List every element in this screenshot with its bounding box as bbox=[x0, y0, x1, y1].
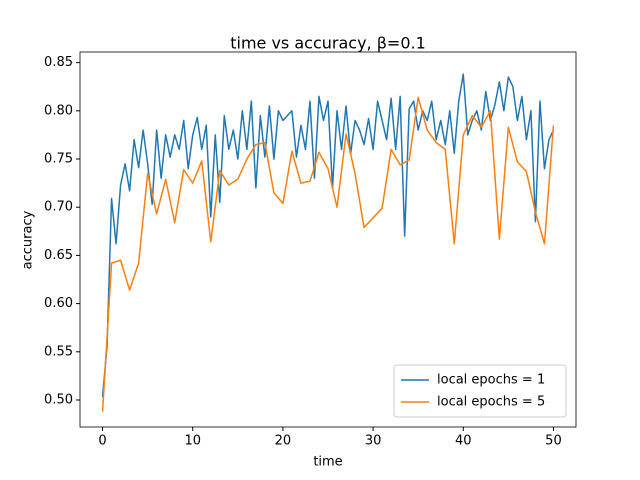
y-tick-label: 0.80 bbox=[44, 103, 73, 118]
y-tick-label: 0.85 bbox=[44, 55, 73, 70]
x-tick-label: 40 bbox=[455, 434, 472, 449]
legend-label: local epochs = 5 bbox=[437, 395, 545, 410]
y-tick-label: 0.50 bbox=[44, 393, 73, 408]
x-tick-label: 50 bbox=[545, 434, 562, 449]
x-tick-label: 20 bbox=[275, 434, 292, 449]
y-tick-label: 0.60 bbox=[44, 296, 73, 311]
legend-box bbox=[393, 364, 567, 418]
data-line bbox=[101, 96, 555, 412]
legend-label: local epochs = 1 bbox=[437, 373, 545, 388]
y-tick-label: 0.70 bbox=[44, 200, 73, 215]
chart-title: time vs accuracy, β=0.1 bbox=[230, 34, 426, 53]
y-axis-label: accuracy bbox=[21, 210, 36, 269]
x-tick-label: 0 bbox=[98, 434, 106, 449]
axes-frame bbox=[79, 51, 577, 428]
data-line bbox=[101, 73, 555, 398]
x-axis-label: time bbox=[313, 455, 342, 470]
y-tick-label: 0.55 bbox=[44, 344, 73, 359]
x-tick-label: 30 bbox=[365, 434, 382, 449]
y-tick-label: 0.75 bbox=[44, 152, 73, 167]
x-tick-label: 10 bbox=[184, 434, 201, 449]
y-tick-label: 0.65 bbox=[44, 248, 73, 263]
